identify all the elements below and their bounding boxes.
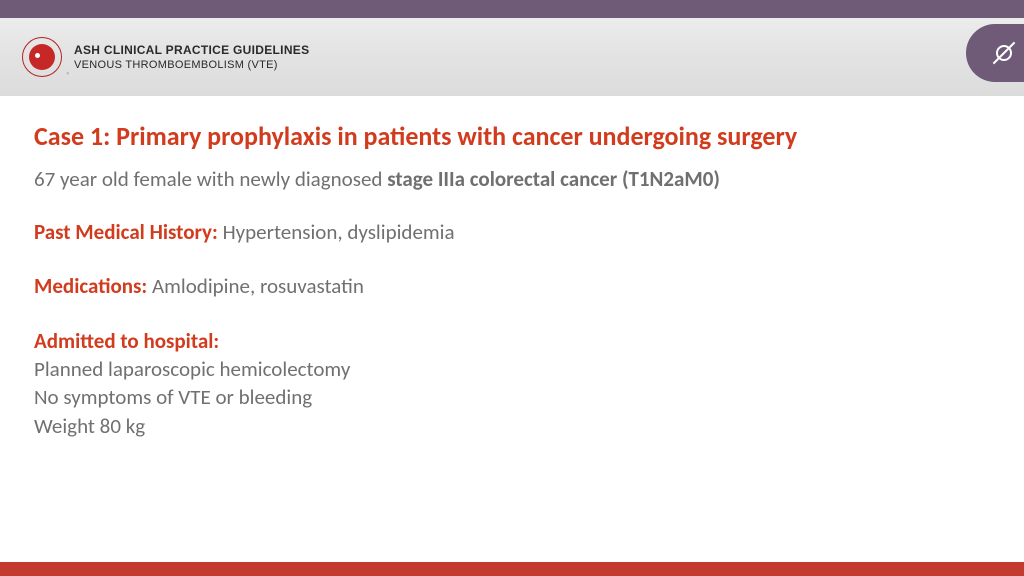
slide-content: Case 1: Primary prophylaxis in patients … xyxy=(0,96,1024,440)
pmh-value: Hypertension, dyslipidemia xyxy=(223,219,455,245)
admitted-line-1: No symptoms of VTE or bleeding xyxy=(34,383,990,411)
meds-value: Amlodipine, rosuvastatin xyxy=(152,273,364,299)
slide-title: Case 1: Primary prophylaxis in patients … xyxy=(34,120,990,152)
header-band: ® ASH CLINICAL PRACTICE GUIDELINES VENOU… xyxy=(0,18,1024,96)
admitted-line-2: Weight 80 kg xyxy=(34,412,990,440)
header-text: ASH CLINICAL PRACTICE GUIDELINES VENOUS … xyxy=(74,43,309,71)
meds-section: Medications: Amlodipine, rosuvastatin xyxy=(34,272,990,300)
patient-intro: 67 year old female with newly diagnosed … xyxy=(34,166,990,192)
admitted-line-0: Planned laparoscopic hemicolectomy xyxy=(34,355,990,383)
pmh-section: Past Medical History: Hypertension, dysl… xyxy=(34,218,990,246)
pmh-label: Past Medical History: xyxy=(34,219,223,245)
cell-icon xyxy=(991,40,1017,66)
admitted-section: Admitted to hospital: Planned laparoscop… xyxy=(34,327,990,440)
corner-badge xyxy=(966,24,1024,82)
bottom-accent-bar xyxy=(0,562,1024,576)
header-line-2: VENOUS THROMBOEMBOLISM (VTE) xyxy=(74,59,309,71)
meds-label: Medications: xyxy=(34,273,152,299)
header-line-1: ASH CLINICAL PRACTICE GUIDELINES xyxy=(74,43,309,57)
intro-diagnosis: stage IIIa colorectal cancer (T1N2aM0) xyxy=(387,166,720,192)
top-accent-bar xyxy=(0,0,1024,18)
intro-prefix: 67 year old female with newly diagnosed xyxy=(34,166,387,192)
admitted-label: Admitted to hospital: xyxy=(34,327,990,355)
ash-logo: ® xyxy=(22,37,62,77)
